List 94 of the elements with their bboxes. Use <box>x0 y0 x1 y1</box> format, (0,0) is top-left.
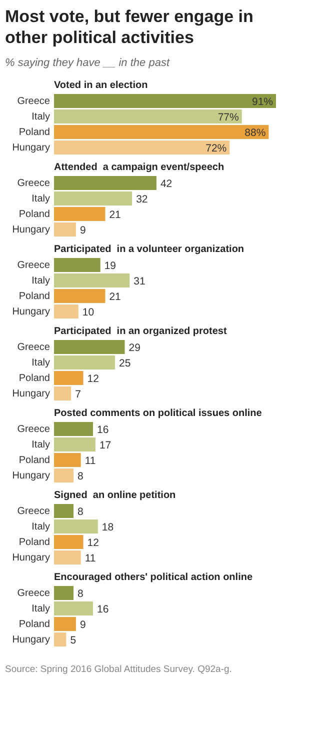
y-tick-label: Greece <box>17 588 50 599</box>
y-tick-label: Poland <box>18 291 50 302</box>
text: Posted comments on political issues online <box>54 408 262 419</box>
data-label: 25 <box>118 358 131 370</box>
y-tick-label: Hungary <box>12 224 50 236</box>
bar <box>54 438 96 452</box>
data-label: 16 <box>97 604 109 616</box>
y-tick-label: Greece <box>17 424 50 435</box>
data-label: 77% <box>218 112 239 124</box>
data-label: 7 <box>75 388 82 400</box>
bar <box>54 535 84 549</box>
data-label: 91% <box>252 96 273 108</box>
bar <box>54 586 74 600</box>
data-label: 17 <box>99 440 112 452</box>
bar <box>54 289 106 303</box>
bar <box>54 340 125 354</box>
bar <box>54 207 106 221</box>
y-tick-label: Italy <box>32 440 50 450</box>
bar <box>54 468 74 482</box>
y-tick-label: Italy <box>32 112 50 122</box>
y-tick-label: Italy <box>32 276 50 286</box>
bar <box>54 386 72 400</box>
y-tick-label: Hungary <box>12 634 50 646</box>
y-tick-label: Italy <box>32 194 50 204</box>
bar <box>54 602 94 616</box>
chart-title: Attended a campaign event/speech <box>54 162 224 173</box>
bar <box>54 222 76 236</box>
data-label: 31 <box>134 276 146 288</box>
data-label: 18 <box>102 522 114 534</box>
bar <box>54 192 132 206</box>
data-label: 42 <box>160 178 172 190</box>
y-tick-label: Hungary <box>12 142 50 154</box>
data-label: 88% <box>244 127 266 139</box>
data-label: 5 <box>70 634 76 646</box>
y-tick-label: Hungary <box>12 306 50 318</box>
data-label: 32 <box>136 194 148 206</box>
bar <box>54 125 269 139</box>
bar <box>54 371 84 385</box>
y-tick-label: Hungary <box>12 470 50 482</box>
source-note: Source: Spring 2016 Global Attitudes Survey. Q92a-g. <box>5 664 232 675</box>
bar <box>54 453 81 467</box>
data-label: 9 <box>80 224 86 236</box>
bar <box>54 617 76 631</box>
data-label: 29 <box>128 342 141 354</box>
y-tick-label: Poland <box>18 455 50 466</box>
y-tick-label: Poland <box>18 127 50 138</box>
text: Most vote, but fewer engage in other political activities <box>5 7 254 47</box>
data-label: 12 <box>87 373 100 385</box>
data-label: 21 <box>109 209 122 221</box>
y-tick-label: Italy <box>32 604 50 614</box>
data-label: 11 <box>84 455 96 467</box>
y-tick-label: Italy <box>32 358 50 368</box>
data-label: 10 <box>82 306 94 318</box>
data-label: 16 <box>97 424 109 436</box>
bar <box>54 356 115 370</box>
data-label: 19 <box>104 260 116 272</box>
bar <box>54 94 276 108</box>
chart-title: Participated in a volunteer organization <box>54 244 244 255</box>
data-label: 9 <box>80 619 86 631</box>
y-tick-label: Poland <box>18 373 50 384</box>
bar <box>54 140 230 154</box>
data-label: 11 <box>84 552 96 564</box>
chart-title: Signed an online petition <box>54 490 176 501</box>
data-label: 8 <box>78 470 84 482</box>
y-tick-label: Greece <box>17 506 50 517</box>
chart-title: Participated in an organized protest <box>54 326 228 337</box>
y-tick-label: Poland <box>18 209 50 220</box>
bar <box>54 176 156 190</box>
bar <box>54 274 130 288</box>
y-tick-label: Poland <box>18 537 50 548</box>
bar <box>54 258 100 272</box>
chart-title: Voted in an election <box>54 80 148 91</box>
data-label: 8 <box>78 588 84 600</box>
text: Encouraged others' political action online <box>54 572 253 583</box>
data-label: 21 <box>109 291 122 303</box>
text: % saying they have __ in the past <box>5 57 170 69</box>
y-tick-label: Greece <box>17 178 50 189</box>
y-tick-label: Greece <box>17 342 50 353</box>
bar <box>54 422 94 436</box>
data-label: 8 <box>78 506 84 518</box>
data-label: 12 <box>87 537 100 549</box>
y-tick-label: Hungary <box>12 388 50 400</box>
y-tick-label: Poland <box>18 619 50 630</box>
y-tick-label: Greece <box>17 96 50 107</box>
y-tick-label: Italy <box>32 522 50 532</box>
y-tick-label: Greece <box>17 260 50 271</box>
bar <box>54 632 66 646</box>
data-label: 72% <box>206 142 227 154</box>
bar <box>54 110 242 124</box>
bar <box>54 304 78 318</box>
y-tick-label: Hungary <box>12 552 50 564</box>
bar <box>54 550 81 564</box>
bar <box>54 520 98 534</box>
bar <box>54 504 74 518</box>
